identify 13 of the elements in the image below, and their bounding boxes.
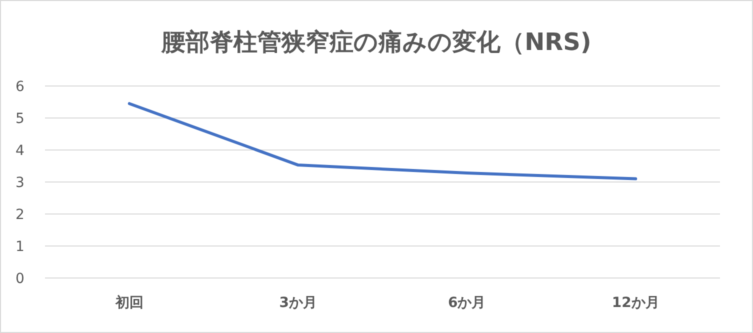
y-tick-label: 6 [16,79,25,95]
x-tick-label: 12か月 [612,295,660,311]
y-tick-label: 2 [16,207,24,223]
y-tick-label: 0 [16,271,24,287]
x-tick-label: 3か月 [279,295,317,311]
y-tick-label: 1 [16,239,24,255]
x-tick-label: 初回 [114,294,144,311]
y-tick-label: 4 [16,143,25,159]
line-series [128,102,638,180]
chart-title: 腰部脊柱管狭窄症の痛みの変化（NRS) [160,28,592,56]
y-tick-label: 5 [16,111,24,127]
y-tick-label: 3 [16,175,24,191]
x-tick-label: 6か月 [448,295,486,311]
